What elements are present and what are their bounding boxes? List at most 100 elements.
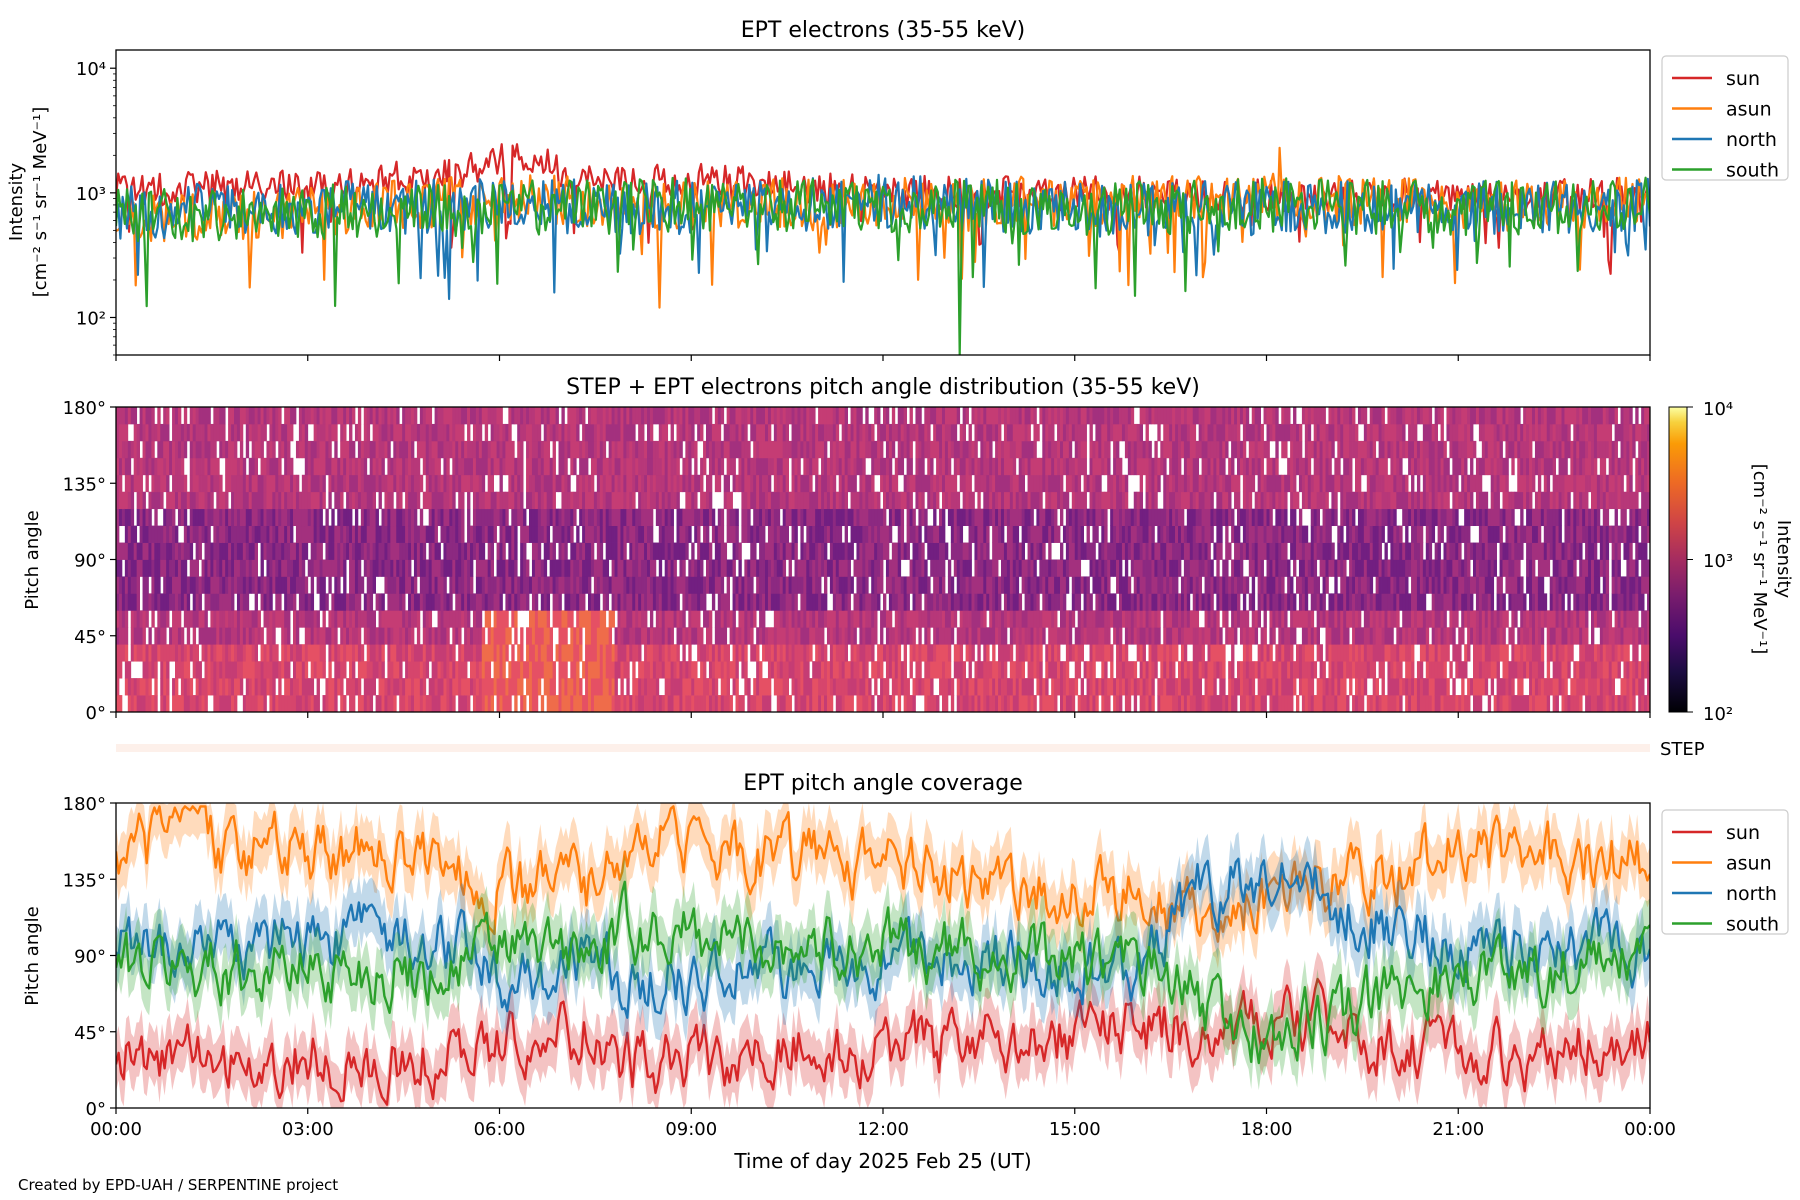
heatmap-cell bbox=[992, 491, 996, 510]
heatmap-cell bbox=[234, 423, 238, 442]
heatmap-cell bbox=[576, 593, 580, 611]
heatmap-cell bbox=[222, 695, 226, 712]
heatmap-cell bbox=[163, 644, 167, 662]
heatmap-cell bbox=[995, 457, 999, 476]
heatmap-cell bbox=[1021, 440, 1025, 459]
heatmap-cell bbox=[797, 407, 801, 425]
heatmap-cell bbox=[272, 610, 276, 628]
heatmap-cell bbox=[939, 457, 943, 476]
heatmap-cell bbox=[481, 695, 486, 712]
heatmap-cell bbox=[883, 474, 887, 493]
heatmap-cell bbox=[136, 644, 140, 662]
heatmap-cell bbox=[231, 610, 235, 628]
heatmap-cell bbox=[596, 678, 601, 696]
heatmap-cell bbox=[611, 593, 615, 611]
heatmap-cell bbox=[234, 559, 238, 577]
heatmap-cell bbox=[440, 695, 444, 712]
heatmap-cell bbox=[711, 661, 716, 679]
heatmap-cell bbox=[815, 627, 819, 645]
heatmap-cell bbox=[234, 440, 238, 459]
heatmap-cell bbox=[599, 678, 604, 696]
heatmap-cell bbox=[765, 542, 769, 560]
heatmap-cell bbox=[239, 440, 244, 459]
heatmap-cell bbox=[579, 678, 583, 696]
heatmap-cell bbox=[443, 576, 447, 594]
heatmap-cell bbox=[959, 695, 964, 712]
heatmap-cell bbox=[175, 440, 179, 459]
heatmap-cell bbox=[337, 678, 341, 696]
heatmap-cell bbox=[608, 542, 612, 560]
heatmap-cell bbox=[670, 559, 674, 577]
heatmap-cell bbox=[570, 491, 574, 510]
heatmap-cell bbox=[700, 695, 704, 712]
heatmap-cell bbox=[1003, 593, 1008, 611]
heatmap-cell bbox=[295, 474, 300, 493]
heatmap-cell bbox=[874, 542, 878, 560]
heatmap-cell bbox=[278, 423, 282, 442]
heatmap-cell bbox=[897, 525, 902, 543]
heatmap-cell bbox=[399, 542, 403, 560]
heatmap-cell bbox=[452, 542, 456, 560]
heatmap-cell bbox=[644, 576, 648, 594]
heatmap-cell bbox=[470, 678, 474, 696]
heatmap-cell bbox=[726, 644, 730, 662]
heatmap-cell bbox=[614, 559, 618, 577]
heatmap-cell bbox=[523, 576, 527, 594]
heatmap-cell bbox=[971, 457, 975, 476]
heatmap-cell bbox=[950, 678, 955, 696]
heatmap-cell bbox=[850, 576, 854, 594]
heatmap-cell bbox=[549, 678, 553, 696]
heatmap-cell bbox=[844, 508, 848, 527]
heatmap-cell bbox=[133, 423, 138, 442]
heatmap-cell bbox=[260, 644, 264, 662]
heatmap-cell bbox=[939, 644, 943, 662]
heatmap-cell bbox=[260, 661, 264, 679]
heatmap-cell bbox=[198, 457, 202, 476]
heatmap-cell bbox=[765, 457, 769, 476]
heatmap-cell bbox=[443, 407, 447, 425]
heatmap-cell bbox=[549, 407, 553, 425]
heatmap-cell bbox=[207, 508, 211, 527]
heatmap-cell bbox=[352, 627, 356, 645]
heatmap-cell bbox=[157, 407, 161, 425]
heatmap-cell bbox=[776, 457, 781, 476]
heatmap-cell bbox=[691, 559, 695, 577]
heatmap-cell bbox=[1015, 440, 1020, 459]
heatmap-cell bbox=[782, 423, 787, 442]
heatmap-cell bbox=[419, 559, 424, 577]
heatmap-cell bbox=[891, 474, 896, 493]
heatmap-cell bbox=[747, 610, 751, 628]
heatmap-cell bbox=[779, 627, 784, 645]
heatmap-cell bbox=[688, 593, 692, 611]
heatmap-cell bbox=[658, 661, 663, 679]
heatmap-cell bbox=[947, 678, 952, 696]
heatmap-cell bbox=[166, 440, 170, 459]
heatmap-cell bbox=[331, 695, 335, 712]
heatmap-cell bbox=[912, 542, 916, 560]
heatmap-cell bbox=[437, 457, 441, 476]
heatmap-cell bbox=[354, 610, 359, 628]
heatmap-cell bbox=[552, 440, 556, 459]
heatmap-cell bbox=[989, 474, 993, 493]
heatmap-cell bbox=[868, 593, 872, 611]
heatmap-cell bbox=[649, 457, 654, 476]
heatmap-cell bbox=[971, 576, 975, 594]
heatmap-cell bbox=[148, 423, 152, 442]
heatmap-cell bbox=[166, 559, 170, 577]
heatmap-cell bbox=[809, 508, 813, 527]
heatmap-cell bbox=[228, 695, 232, 712]
heatmap-cell bbox=[431, 440, 435, 459]
heatmap-cell bbox=[201, 559, 205, 577]
heatmap-cell bbox=[599, 610, 604, 628]
heatmap-cell bbox=[1001, 508, 1005, 527]
heatmap-cell bbox=[508, 440, 512, 459]
heatmap-cell bbox=[708, 457, 713, 476]
heatmap-cell bbox=[815, 525, 819, 543]
heatmap-cell bbox=[791, 407, 795, 425]
heatmap-cell bbox=[257, 407, 261, 425]
heatmap-cell bbox=[832, 474, 837, 493]
heatmap-cell bbox=[275, 525, 279, 543]
heatmap-cell bbox=[747, 508, 751, 527]
heatmap-cell bbox=[222, 644, 226, 662]
heatmap-cell bbox=[629, 407, 633, 425]
